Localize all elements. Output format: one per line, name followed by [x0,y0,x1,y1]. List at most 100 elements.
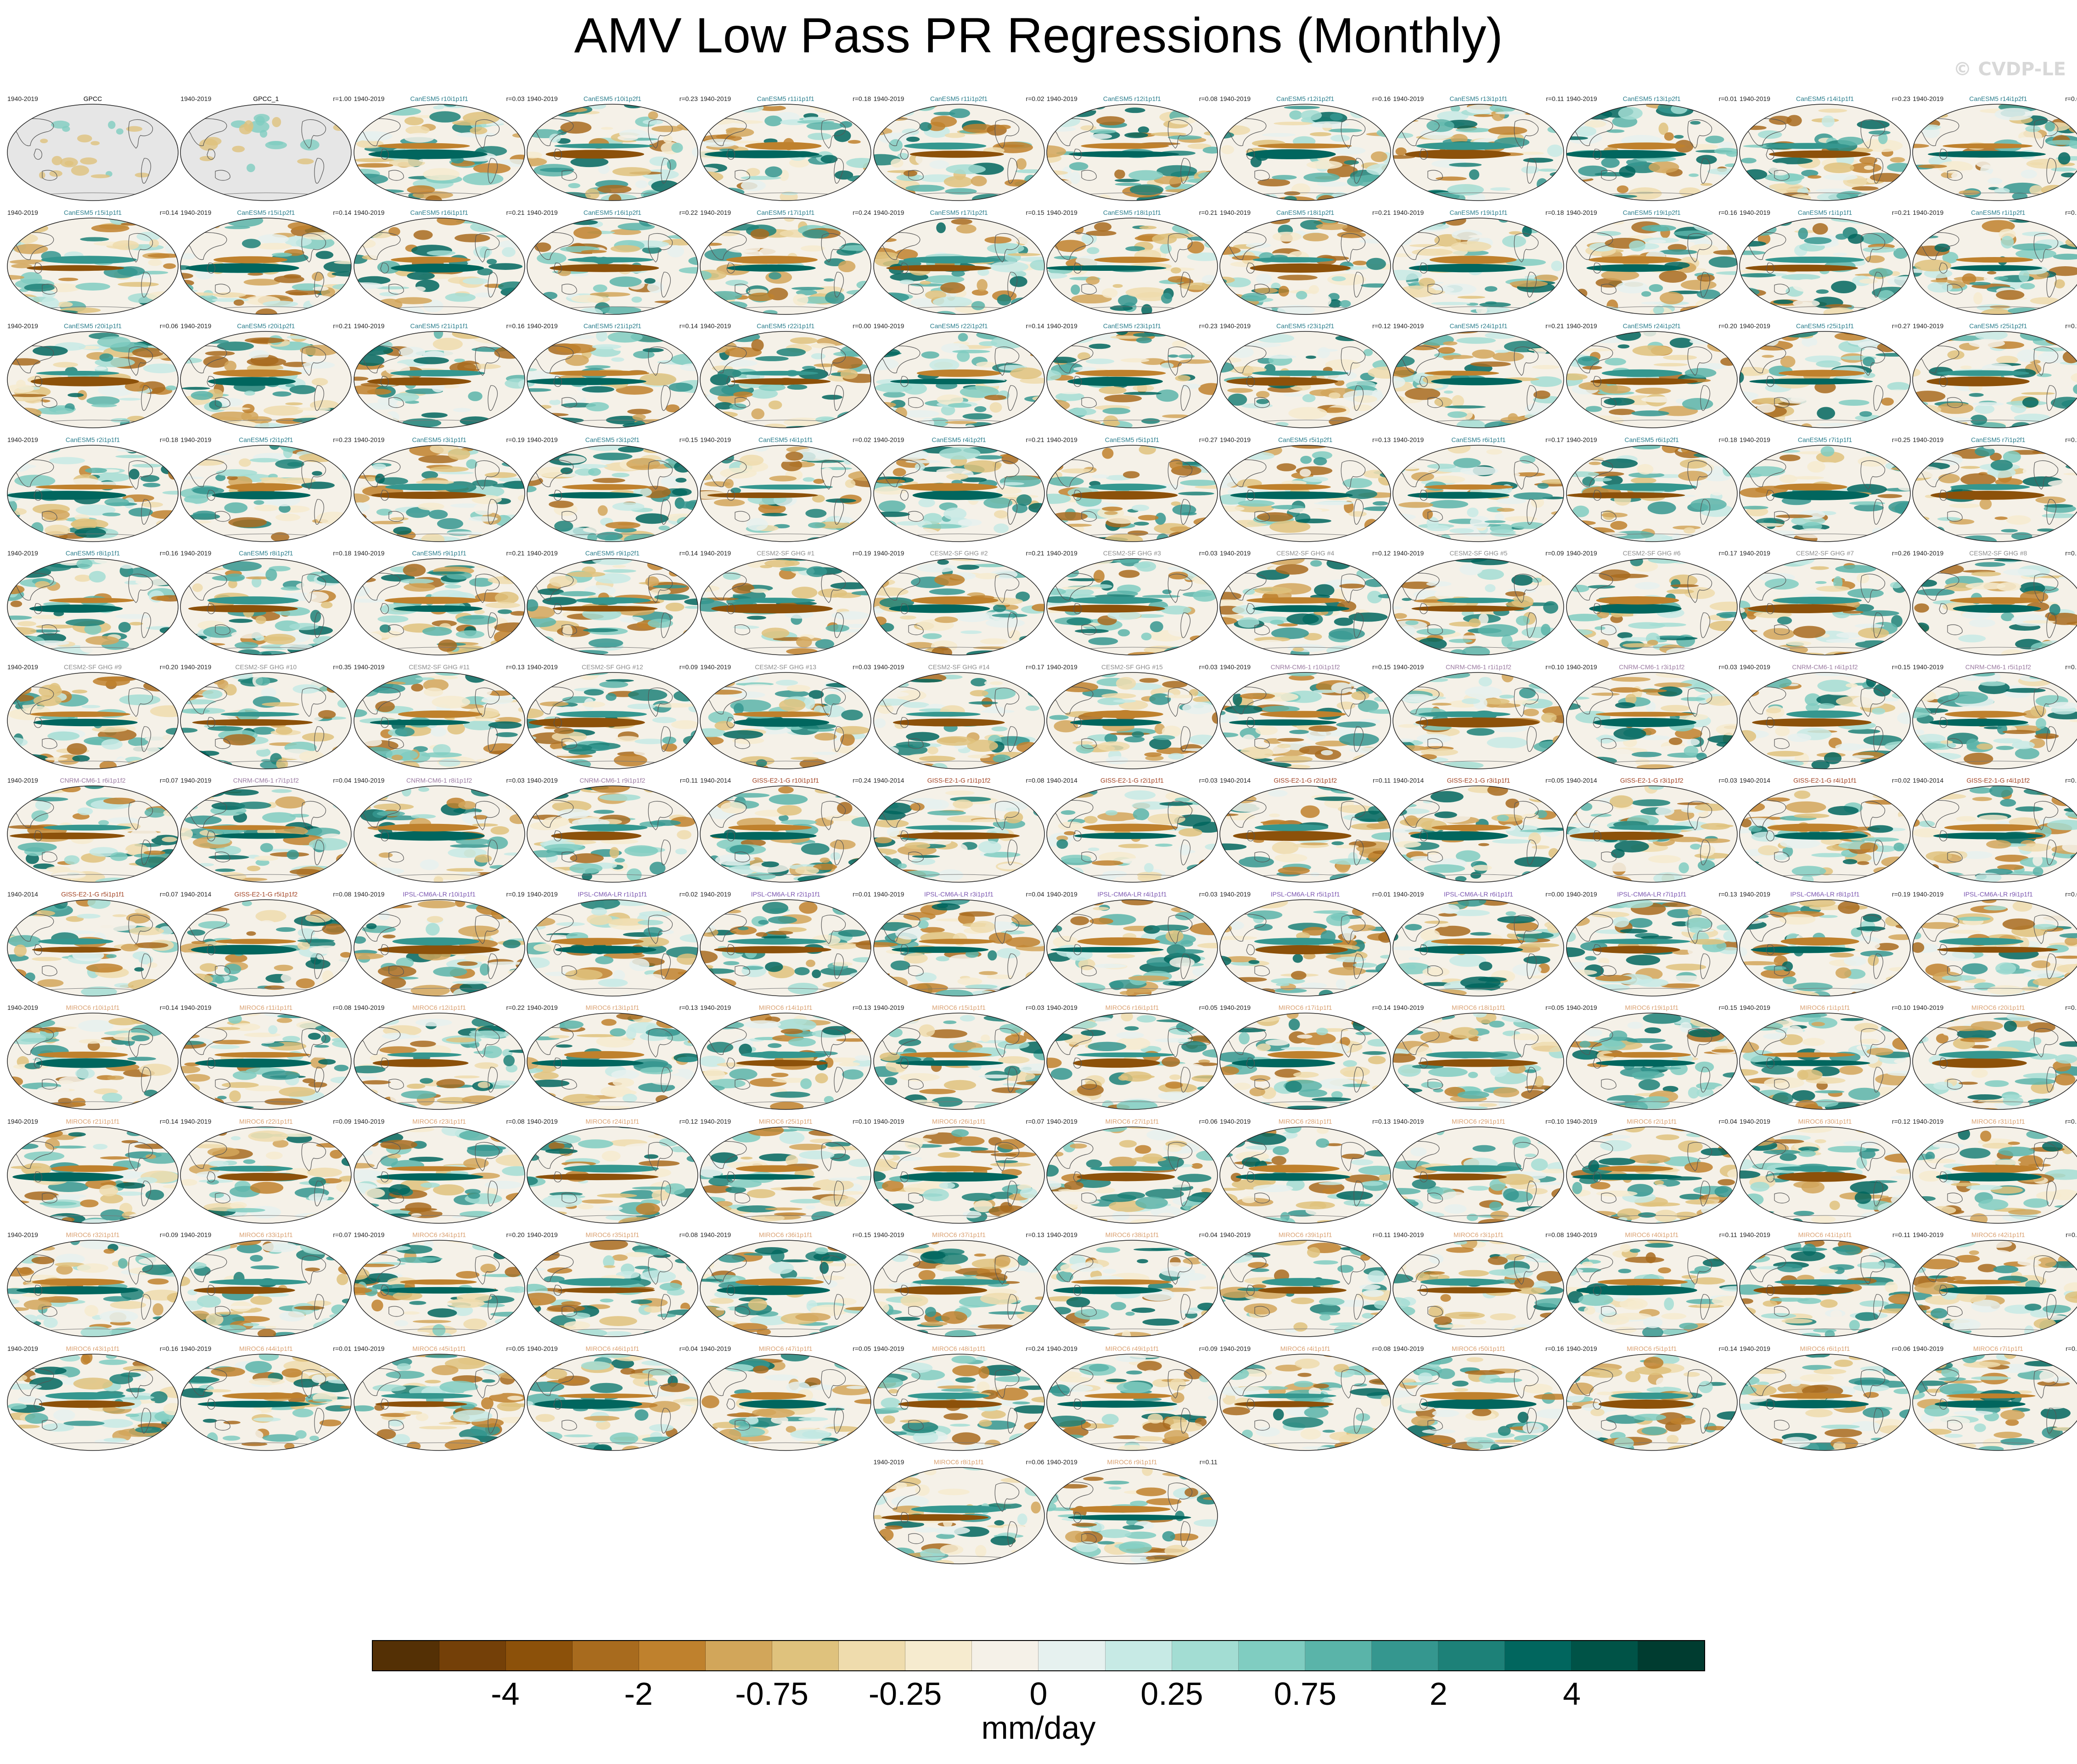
regression-map [1046,672,1218,769]
regression-map [1392,558,1565,655]
map-outline [1566,1353,1738,1451]
panel-title: GPCC_1 [253,95,279,102]
map-panel: 1940-2019 MIROC6 r12i1p1f1 r=0.22 [353,1003,526,1110]
panel-correlation: r=0.25 [1892,436,1910,443]
panel-title: MIROC6 r14i1p1f1 [758,1004,813,1011]
panel-correlation: r=0.04 [2065,95,2077,102]
coastline [880,232,1019,297]
panel-period: 1940-2014 [1913,777,1944,784]
coastline [534,1141,673,1206]
map-outline [1912,104,2077,201]
panel-correlation: r=0.09 [159,1231,178,1238]
regression-map [1392,1353,1565,1451]
panel-title: CanESM5 r11i1p2f1 [930,95,988,102]
panel-period: 1940-2019 [1046,1117,1078,1125]
panel-period: 1940-2019 [1220,208,1251,216]
map-panel: 1940-2019 CanESM5 r8i1p1f1 r=0.16 [6,549,179,655]
panel-correlation: r=0.19 [853,549,871,557]
panel-correlation: r=0.15 [2065,663,2077,671]
coastline [14,1254,153,1320]
map-panel: 1940-2019 IPSL-CM6A-LR r2i1p1f1 r=0.01 [699,890,872,997]
regression-map [1392,444,1565,542]
panel-title: MIROC6 r15i1p1f1 [932,1004,986,1011]
panel-correlation: r=0.04 [333,777,352,784]
map-panel: 1940-2019 IPSL-CM6A-LR r4i1p1f1 r=0.03 [1046,890,1218,997]
coastline [187,800,326,866]
coastline [14,913,153,979]
panel-correlation: r=0.21 [1026,436,1044,443]
panel-period: 1940-2019 [7,322,38,330]
panel-title: MIROC6 r13i1p1f1 [585,1004,640,1011]
map-panel: 1940-2019 MIROC6 r50i1p1f1 r=0.16 [1392,1344,1565,1451]
panel-period: 1940-2019 [1046,890,1078,898]
coastline [1227,1027,1366,1093]
coastline [534,232,673,297]
panel-correlation: r=0.16 [2065,208,2077,216]
map-outline [1739,558,1911,655]
coastline [1227,686,1366,752]
panel-title: IPSL-CM6A-LR r4i1p1f1 [1097,890,1167,898]
panel-period: 1940-2019 [1220,663,1251,671]
map-panel: 1940-2019 CanESM5 r8i1p2f1 r=0.18 [180,549,352,655]
coastline [707,913,846,979]
panel-correlation: r=0.05 [506,1344,525,1352]
panel-period: 1940-2019 [1740,549,1770,557]
map-panel: 1940-2019 MIROC6 r5i1p1f1 r=0.14 [1566,1344,1738,1451]
map-outline [1739,331,1911,428]
map-outline [527,104,698,201]
map-outline [873,1353,1045,1451]
panel-period: 1940-2019 [7,95,38,102]
panel-period: 1940-2019 [1220,1004,1251,1011]
regression-map [353,899,525,997]
panel-title: CNRM-CM6-1 r5i1p1f2 [1965,663,2031,671]
panel-period: 1940-2019 [1566,1231,1597,1238]
panel-period: 1940-2019 [180,1004,212,1011]
panel-correlation: r=0.11 [1373,1231,1391,1238]
coastline [1054,118,1192,184]
panel-grid: 1940-2019 GPCC 1940-2019 GPCC_1 r=1.00 1940-2… [6,95,2077,1564]
colorbar-segment [772,1641,839,1670]
colorbar-tick-label: -4 [491,1676,520,1712]
panel-title: IPSL-CM6A-LR r6i1p1f1 [1443,890,1513,898]
map-panel: 1940-2019 MIROC6 r1i1p1f1 r=0.10 [1739,1003,1911,1110]
map-panel: 1940-2019 MIROC6 r33i1p1f1 r=0.07 [180,1230,352,1337]
panel-period: 1940-2014 [1740,777,1770,784]
coastline [1573,1141,1712,1206]
map-outline [700,1240,871,1337]
panel-title: CESM2-SF GHG #6 [1622,549,1681,557]
panel-title: CanESM5 r21i1p1f1 [410,322,468,330]
panel-title: CanESM5 r22i1p1f1 [757,322,815,330]
map-outline [873,672,1045,769]
panel-period: 1940-2014 [1393,777,1424,784]
panel-period: 1940-2019 [1566,890,1597,898]
panel-correlation: r=0.17 [1718,549,1737,557]
panel-correlation: r=0.10 [1892,1004,1910,1011]
panel-period: 1940-2019 [180,436,212,443]
panel-title: MIROC6 r18i1p1f1 [1452,1004,1505,1011]
map-panel: 1940-2019 CanESM5 r2i1p1f1 r=0.18 [6,435,179,542]
panel-title: CanESM5 r19i1p2f1 [1622,208,1681,216]
panel-title: MIROC6 r28i1p1f1 [1278,1117,1332,1125]
colorbar-tick-label: -2 [624,1676,653,1712]
coastline [360,1027,500,1093]
panel-correlation: r=0.15 [679,436,698,443]
panel-correlation: r=0.13 [506,663,525,671]
panel-title: CanESM5 r13i1p2f1 [1622,95,1681,102]
map-panel: 1940-2019 CNRM-CM6-1 r5i1p1f2 r=0.15 [1912,662,2077,769]
panel-period: 1940-2019 [527,1117,558,1125]
panel-period: 1940-2019 [180,663,212,671]
regression-map [1392,331,1565,428]
map-outline [1912,672,2077,769]
colorbar-segment [1238,1641,1305,1670]
map-outline [180,1353,352,1451]
panel-correlation: r=0.03 [1199,663,1218,671]
panel-correlation: r=0.10 [1545,1117,1564,1125]
panel-period: 1940-2019 [527,436,558,443]
regression-map [1912,672,2077,769]
map-panel: 1940-2019 MIROC6 r6i1p1f1 r=0.06 [1739,1344,1911,1451]
panel-correlation: r=0.00 [853,322,871,330]
regression-map [1912,558,2077,655]
coastline [1920,118,2059,184]
panel-correlation: r=0.14 [1026,322,1044,330]
regression-map [873,785,1045,883]
